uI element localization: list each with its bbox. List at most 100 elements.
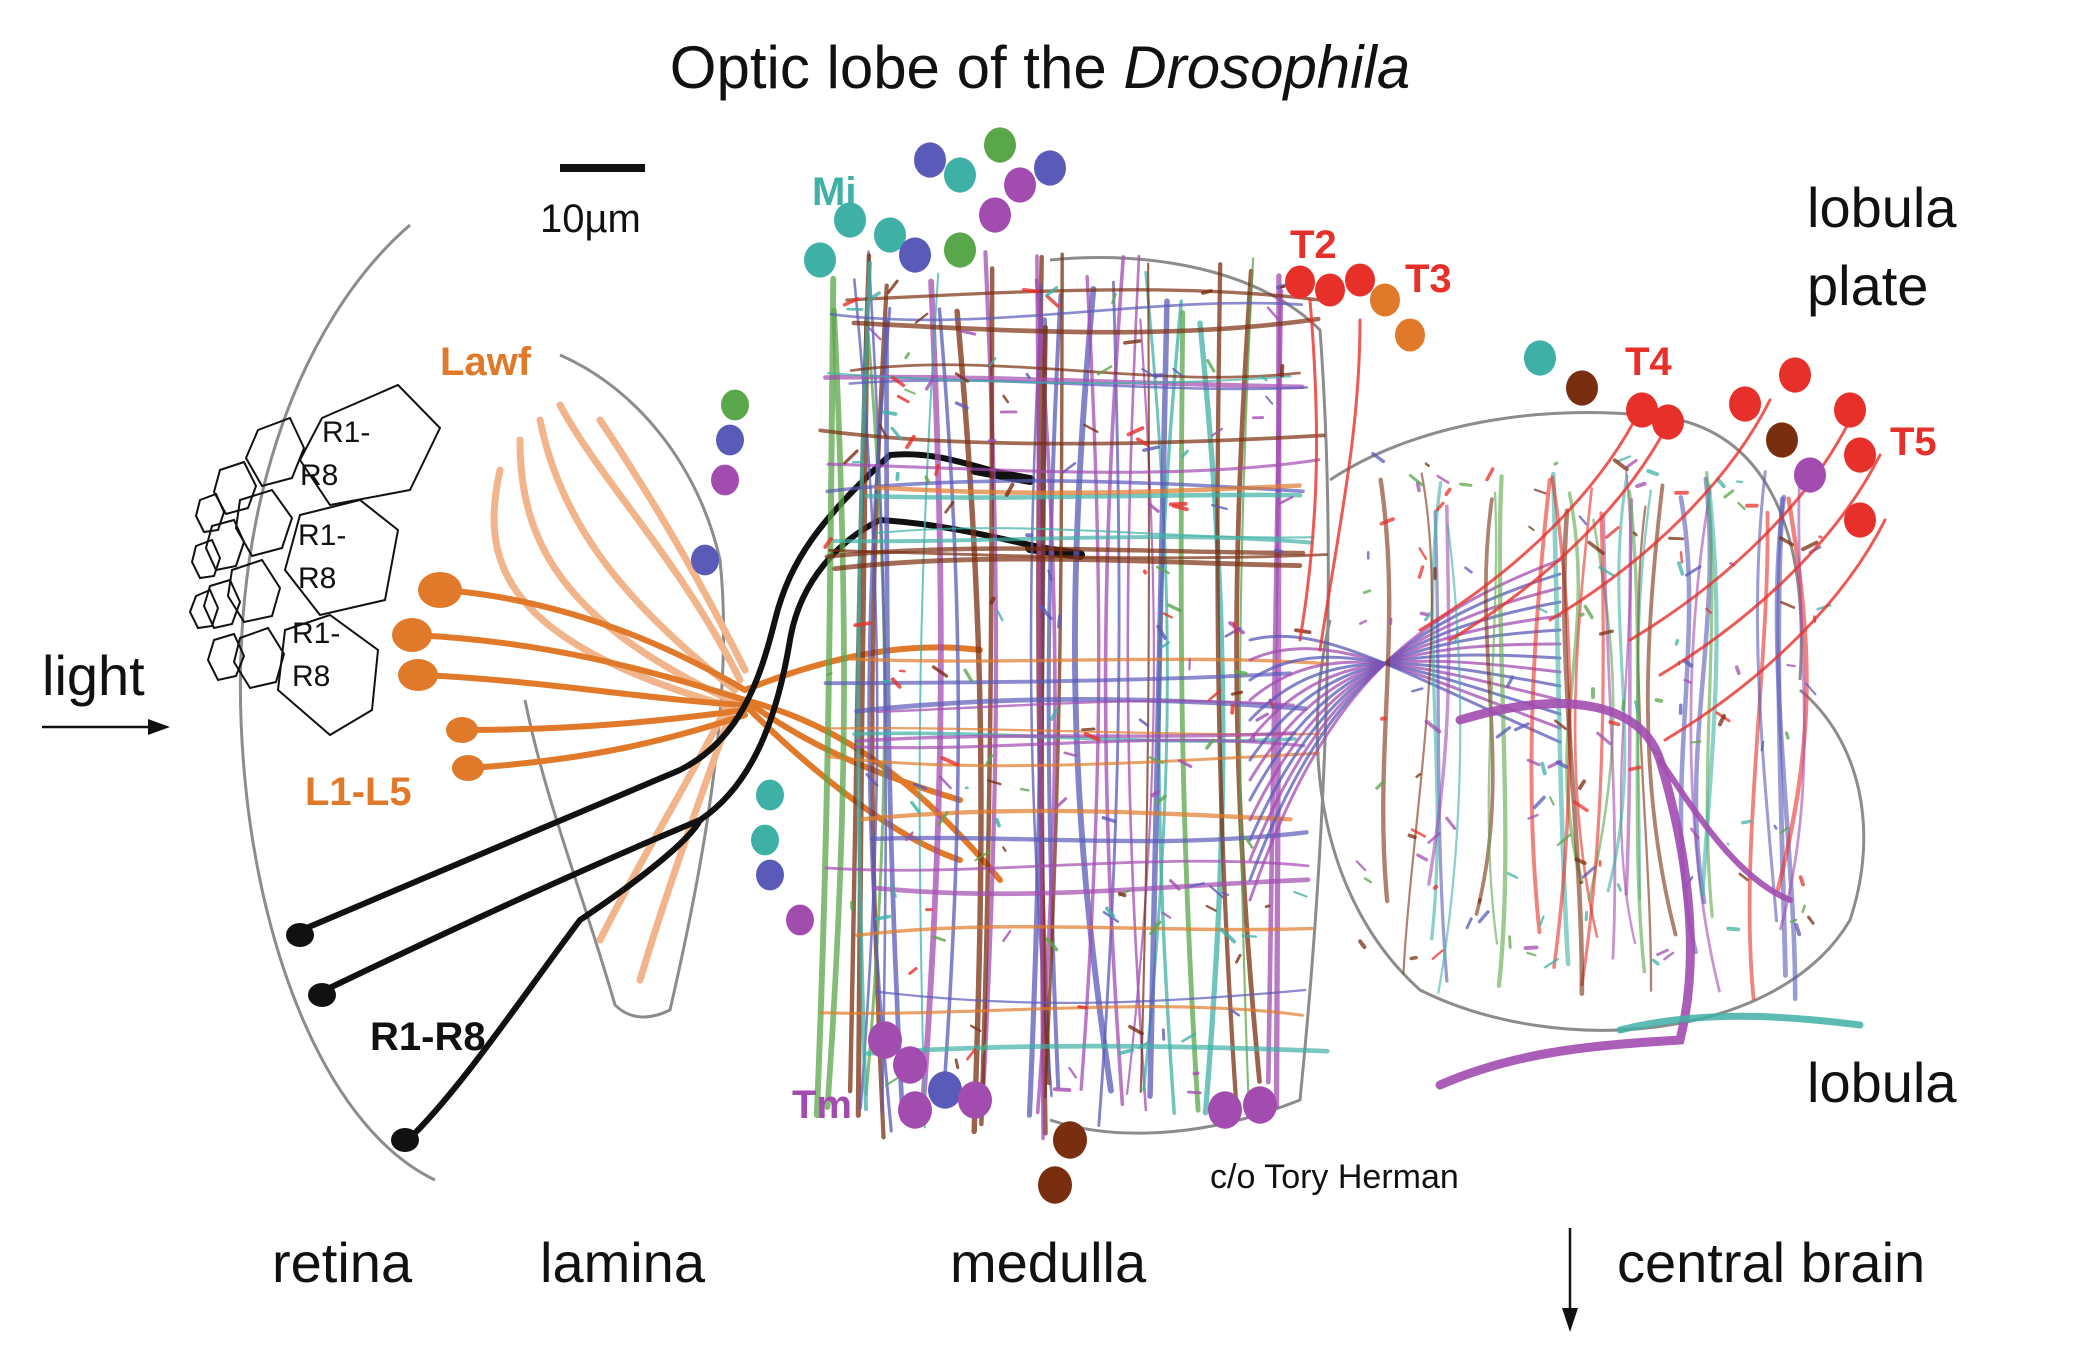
lobula-twig bbox=[1526, 758, 1541, 767]
medulla-column-neurite bbox=[1043, 252, 1064, 1099]
medulla-twig bbox=[1101, 816, 1117, 824]
medulla-layer-neurite bbox=[854, 696, 1308, 714]
medulla-twig bbox=[974, 849, 991, 862]
lobula-twig bbox=[1418, 547, 1428, 561]
medulla-twig bbox=[1259, 375, 1268, 382]
medulla-column-neurite bbox=[1215, 262, 1239, 1103]
medulla-twig bbox=[908, 967, 918, 976]
t3-neurite bbox=[1318, 318, 1362, 652]
lobula-neurite bbox=[1487, 491, 1499, 945]
medulla-twig bbox=[1178, 759, 1193, 769]
lobula-twig bbox=[1407, 833, 1417, 840]
medulla-twig bbox=[1211, 503, 1228, 511]
medulla-column-neurite bbox=[954, 308, 984, 1135]
lobula-twig bbox=[1427, 832, 1441, 844]
medulla-twig bbox=[1126, 426, 1145, 437]
medulla-twig bbox=[1083, 731, 1101, 742]
lobula-twig bbox=[1794, 922, 1802, 937]
t4-t5-neurite bbox=[1628, 418, 1852, 642]
lobula-twig bbox=[1656, 948, 1669, 956]
lobula-twig bbox=[1375, 780, 1385, 790]
t4-t5-neurite bbox=[1548, 398, 1772, 622]
label-medulla: medulla bbox=[950, 1231, 1147, 1294]
mi-cell-body bbox=[834, 202, 866, 238]
medulla-layer-neurite bbox=[851, 316, 1321, 335]
lobula-neurite bbox=[1561, 508, 1585, 996]
lobula-twig bbox=[1506, 675, 1515, 688]
lobula-twig bbox=[1554, 719, 1567, 731]
region-labels: light retina lamina medulla lobula plate… bbox=[42, 176, 1957, 1294]
label-lobula: lobula bbox=[1807, 1051, 1957, 1114]
tm-cell-body bbox=[868, 1021, 902, 1059]
medulla-cortex-cell-body bbox=[756, 859, 784, 891]
lobula-twig bbox=[1355, 860, 1367, 872]
tm-cell-body bbox=[958, 1081, 992, 1119]
lobula-neurite bbox=[1636, 505, 1653, 992]
label-lobula-plate-line1: lobula bbox=[1807, 176, 1957, 239]
medulla-cortex-cell-body bbox=[721, 389, 749, 421]
medulla-column-neurite bbox=[979, 266, 995, 1127]
medulla-layer-neurite bbox=[818, 428, 1326, 446]
medulla-twig bbox=[1057, 614, 1062, 629]
lobula-twig bbox=[1734, 665, 1741, 675]
medulla-twig bbox=[1228, 1007, 1241, 1017]
lobula-twig bbox=[1760, 740, 1765, 752]
medulla-twig bbox=[1053, 797, 1068, 811]
r-cell-body-2 bbox=[308, 983, 336, 1007]
medulla-twig bbox=[878, 424, 887, 437]
lobula-twig bbox=[1464, 566, 1473, 574]
medulla-twig bbox=[1161, 911, 1172, 919]
medulla-twig bbox=[994, 817, 1001, 828]
medulla-outline bbox=[1049, 256, 1330, 1135]
lobula-neurite bbox=[1550, 471, 1571, 967]
medulla-twig bbox=[954, 1058, 960, 1070]
lobula-twig bbox=[1779, 600, 1796, 609]
lobula-twig bbox=[1459, 482, 1473, 487]
medulla-twig bbox=[1205, 738, 1215, 750]
medulla-twig bbox=[1255, 712, 1269, 722]
medulla-twig bbox=[1147, 502, 1160, 513]
t2-t3-cell-body bbox=[1315, 273, 1345, 307]
medulla-cortex-cell-body bbox=[711, 464, 739, 496]
lobula-twig bbox=[1801, 904, 1806, 914]
medulla-twig bbox=[1150, 789, 1161, 798]
lobula-neurite bbox=[1775, 496, 1809, 893]
medulla-twig bbox=[890, 677, 902, 689]
scale-bar-label: 10µm bbox=[540, 197, 641, 241]
medulla-twig bbox=[1293, 890, 1308, 898]
medulla-twig bbox=[1111, 292, 1117, 305]
medulla-twig bbox=[896, 394, 910, 404]
medulla-twig bbox=[890, 426, 903, 441]
tm-cell-body bbox=[898, 1091, 932, 1129]
medulla-twig bbox=[891, 376, 906, 388]
label-t3: T3 bbox=[1405, 257, 1452, 301]
mi-cell-body bbox=[944, 157, 976, 193]
medulla-twig bbox=[1244, 836, 1254, 849]
medulla-twig bbox=[1149, 920, 1162, 936]
lobula-twig bbox=[1677, 561, 1685, 576]
lobula-twig bbox=[1598, 629, 1614, 636]
neuron-arbors bbox=[813, 250, 1887, 1141]
lobula-twig bbox=[1532, 795, 1546, 810]
lobula-twig bbox=[1726, 842, 1730, 846]
medulla-layer-neurite bbox=[849, 657, 1328, 666]
tm-cell-body bbox=[1208, 1091, 1242, 1129]
lobula-twig bbox=[1445, 816, 1457, 830]
mi-cell-body bbox=[914, 142, 946, 178]
lobula-twig bbox=[1789, 918, 1798, 923]
lobula-twig bbox=[1798, 875, 1805, 887]
medulla-cortex-cell-body bbox=[691, 544, 719, 576]
lobula-neurite bbox=[1700, 483, 1719, 897]
medulla-cortex-cell-body bbox=[751, 824, 779, 856]
lobula-twig bbox=[1411, 687, 1424, 693]
lobula-twig bbox=[1741, 819, 1753, 825]
label-t5: T5 bbox=[1890, 420, 1937, 464]
medulla-twig bbox=[826, 672, 833, 677]
l1-l5-cell-bodies bbox=[392, 572, 484, 781]
medulla-twig bbox=[985, 753, 994, 766]
medulla-twig bbox=[1201, 289, 1213, 295]
medulla-twig bbox=[1155, 565, 1170, 575]
medulla-twig bbox=[1141, 368, 1158, 379]
l-cell-body-1 bbox=[418, 572, 462, 608]
